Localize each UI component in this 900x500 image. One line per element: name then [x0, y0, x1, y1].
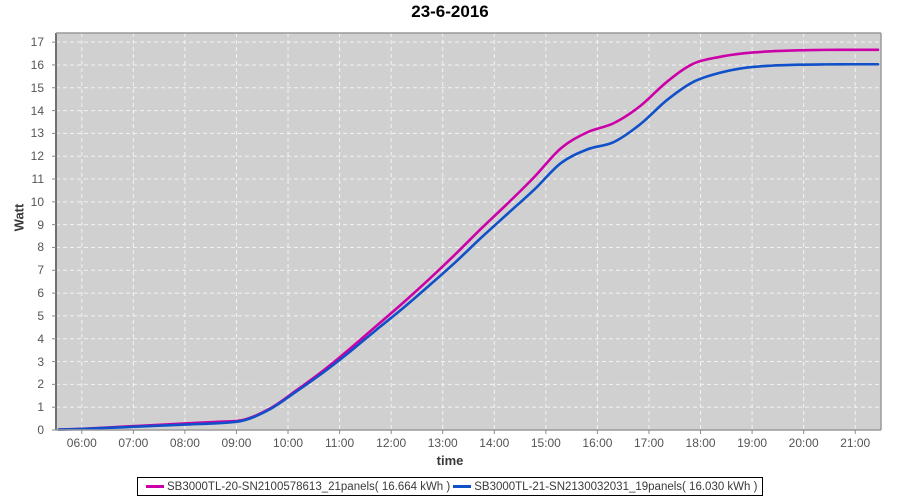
legend-entry-0[interactable]: SB3000TL-20-SN2100578613_21panels( 16.66…: [143, 481, 450, 493]
legend-entry-1[interactable]: SB3000TL-21-SN2130032031_19panels( 16.03…: [450, 481, 757, 493]
x-tick-label: 09:00: [221, 436, 252, 450]
chart-legend: SB3000TL-20-SN2100578613_21panels( 16.66…: [137, 477, 764, 496]
legend-color-swatch: [146, 485, 164, 488]
y-tick-label: 9: [37, 217, 44, 232]
x-tick-label: 13:00: [427, 436, 458, 450]
y-tick-label: 10: [30, 194, 44, 209]
y-tick-label: 8: [37, 240, 44, 255]
x-tick-label: 20:00: [788, 436, 819, 450]
legend-label: SB3000TL-21-SN2130032031_19panels( 16.03…: [474, 480, 758, 493]
y-tick-label: 14: [30, 103, 44, 118]
x-tick-label: 10:00: [273, 436, 304, 450]
x-tick-label: 21:00: [840, 436, 871, 450]
x-tick-label: 12:00: [376, 436, 407, 450]
x-tick-label: 17:00: [633, 436, 664, 450]
y-tick-label: 17: [30, 35, 44, 50]
x-axis-label: time: [436, 453, 464, 468]
x-tick-label: 19:00: [737, 436, 768, 450]
x-tick-label: 06:00: [66, 436, 97, 450]
y-tick-label: 16: [30, 57, 44, 72]
y-tick-label: 2: [37, 377, 44, 392]
x-tick-label: 07:00: [118, 436, 149, 450]
x-tick-label: 11:00: [325, 436, 355, 450]
y-tick-label: 4: [37, 331, 44, 346]
y-tick-label: 7: [37, 263, 44, 278]
y-tick-label: 6: [37, 286, 44, 301]
y-tick-label: 15: [30, 80, 44, 95]
x-tick-label: 08:00: [169, 436, 200, 450]
y-tick-label: 12: [30, 149, 44, 164]
x-tick-label: 15:00: [530, 436, 561, 450]
chart-title: 23-6-2016: [411, 2, 489, 21]
legend-color-swatch: [453, 485, 472, 488]
y-tick-label: 5: [37, 308, 44, 323]
x-tick-label: 14:00: [479, 436, 510, 450]
y-tick-label: 0: [37, 423, 44, 437]
x-tick-label: 18:00: [685, 436, 716, 450]
y-tick-label: 13: [30, 126, 44, 141]
y-tick-label: 11: [31, 172, 44, 187]
legend-label: SB3000TL-20-SN2100578613_21panels( 16.66…: [167, 480, 451, 493]
x-tick-label: 16:00: [582, 436, 613, 450]
series-line-1: [57, 62, 880, 431]
y-tick-label: 1: [37, 400, 44, 415]
y-tick-label: 3: [37, 354, 44, 369]
